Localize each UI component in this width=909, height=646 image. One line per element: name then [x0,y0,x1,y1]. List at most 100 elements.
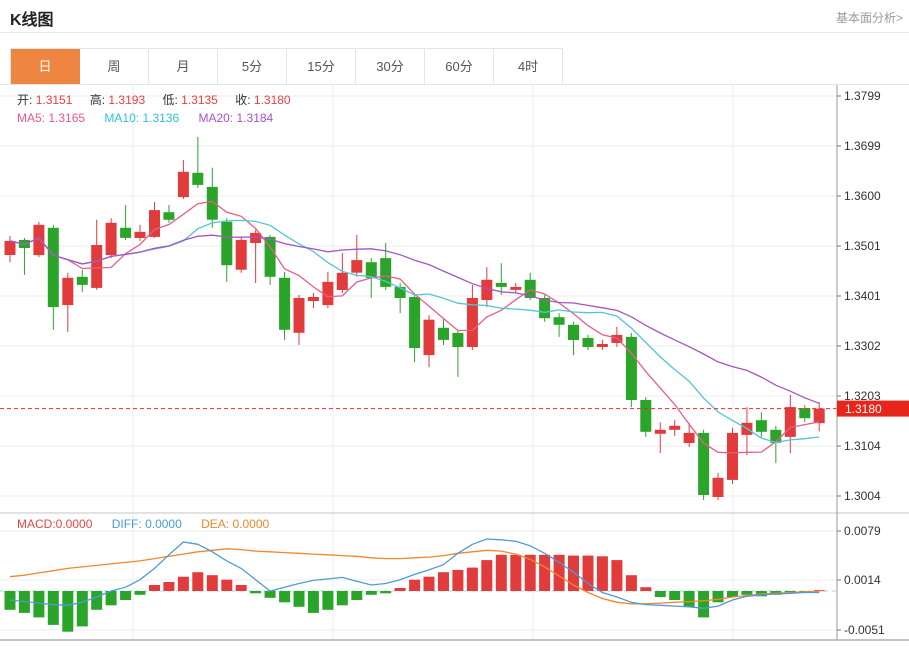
tab-3[interactable]: 5分 [218,49,287,85]
candle-body [235,239,247,270]
candle-body [423,319,435,356]
candle-body [365,262,377,278]
macd-bar [264,591,276,598]
open-label: 开: [17,93,33,107]
macd-histogram [4,554,825,632]
candle-body [33,224,45,256]
macd-bar [221,579,233,591]
macd-bar [380,591,392,594]
candle-body [120,227,132,238]
macd-axis-label: -0.0051 [844,623,885,637]
candle-body [770,429,782,443]
dea-value-legend: DEA: 0.0000 [201,517,270,531]
macd-bar [582,555,594,591]
ohlc-legend: 开: 1.3151 高: 1.3193 低: 1.3135 收: 1.3180 [17,91,305,108]
macd-bar [712,591,724,603]
macd-bar [394,588,406,591]
macd-bar [654,591,666,597]
candle-body [62,277,74,306]
candle-body [336,272,348,290]
macd-bar [134,591,146,595]
low-value: 1.3135 [181,93,218,107]
high-value: 1.3193 [108,93,146,107]
ma10-legend: MA10: 1.3136 [104,111,180,125]
current-price-tag-text: 1.3180 [845,402,882,416]
macd-bar [322,591,334,610]
macd-bar [524,554,536,591]
current-price-tag [837,400,909,417]
macd-bar [250,591,262,594]
tab-0-selected[interactable]: 日 [11,49,80,85]
tab-1[interactable]: 周 [80,49,149,85]
candle-body [351,260,363,273]
ma20-legend: MA20: 1.3184 [198,111,274,125]
macd-bar [466,567,478,591]
macd-bar [438,572,449,591]
candle-body [307,297,319,301]
candle-body [177,171,189,198]
tab-7[interactable]: 4时 [494,49,563,85]
macd-bar [741,591,753,595]
candle-body [495,282,507,287]
candle-body [206,186,218,220]
price-axis-label: 1.3501 [844,239,881,253]
candle-body [582,337,594,347]
fundamental-analysis-link[interactable]: 基本面分析> [835,11,903,25]
macd-axis-label: 0.0014 [844,573,881,587]
macd-bar [481,560,493,591]
macd-bar [683,591,695,607]
macd-bar [336,591,348,606]
macd-bar [163,582,175,591]
candle-body [755,420,767,432]
candle-body [553,317,565,325]
candle-body [149,210,160,237]
candle-body [438,327,449,340]
candle-body [510,286,522,290]
price-axis-label: 1.3699 [844,139,881,153]
candle-body [727,432,738,480]
macd-bar [351,591,363,600]
candle-body [452,332,464,347]
tab-6[interactable]: 60分 [425,49,494,85]
candle-body [640,400,652,432]
candle-body [394,286,406,298]
candle-body [466,298,478,347]
ma5-legend: MA5: 1.3165 [17,111,86,125]
candle-body [799,408,811,419]
candle-body [4,240,16,255]
candle-body [279,277,291,330]
candle-body [524,279,536,298]
tab-4[interactable]: 15分 [287,49,356,85]
page-header: K线图 基本面分析> [0,0,909,33]
timeframe-tabbar: 日周月 5分 15分 30分 60分 4时 [10,48,563,85]
macd-bar [33,591,45,618]
candle-body [293,298,305,333]
macd-bar [640,587,652,591]
macd-bar [206,575,218,591]
price-axis-label: 1.3203 [844,389,881,403]
candle-body [221,221,233,266]
macd-bar [76,591,88,627]
macd-bar [669,591,681,600]
candle-body [539,298,551,319]
macd-bar [510,554,522,591]
high-label: 高: [89,93,106,107]
tab-2[interactable]: 月 [149,49,218,85]
candle-body [47,227,59,308]
candle-body [91,245,103,288]
price-axis-label: 1.3799 [844,89,881,103]
candle-body [784,407,796,437]
candle-body [625,336,637,400]
candle-body [481,279,493,300]
macd-axis-label: 0.0079 [844,524,881,538]
kline-chart[interactable]: 1.3799 1.3699 1.3600 1.3501 1.3401 1.3302 1.32… [0,85,909,646]
open-value: 1.3151 [35,93,73,107]
macd-bar [62,591,74,632]
candle-body [163,212,175,220]
price-axis-label: 1.3302 [844,339,881,353]
candle-body [409,297,421,348]
macd-bar [235,585,247,591]
macd-value-legend: MACD:0.0000 [17,517,93,531]
tab-5[interactable]: 30分 [356,49,425,85]
